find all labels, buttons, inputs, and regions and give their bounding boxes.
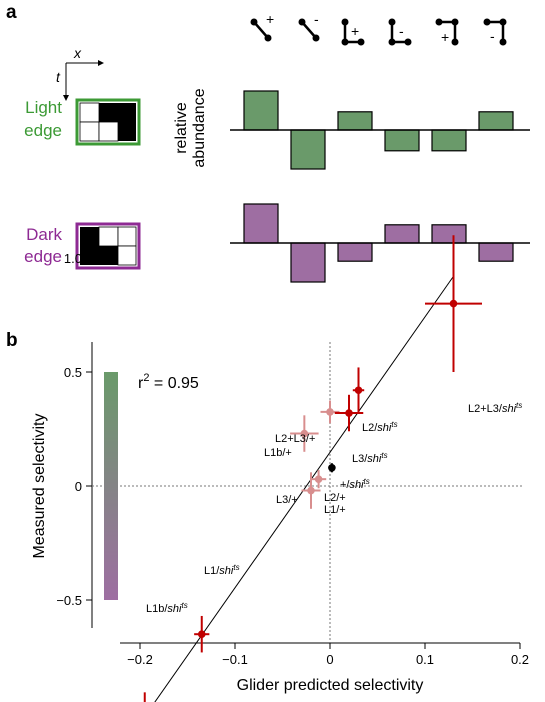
glider-sign-6: - [490, 28, 495, 44]
data-point-10 [425, 235, 482, 372]
xt-axes: x t [56, 45, 104, 101]
x-tick-label: −0.1 [222, 652, 248, 667]
relative-abundance-label: relative abundance [173, 88, 208, 167]
dark-edge-label-1: Dark [26, 225, 62, 244]
fit-line [154, 275, 454, 702]
data-points [143, 235, 482, 702]
x-tick-label: 0.2 [511, 652, 529, 667]
axis-t-label: t [56, 69, 61, 85]
label-l3-shi: L3/shits [352, 451, 388, 465]
label-l2l3-shi: L2+L3/shits [468, 401, 522, 415]
y-ticks: −1.0−0.500.51.0 [56, 251, 92, 608]
dark-bar-6 [478, 242, 514, 262]
point-marker [354, 386, 363, 395]
glider-icons: + - + - + - [250, 11, 507, 46]
glider-icon-4: - [388, 18, 412, 46]
x-axis-label: Glider predicted selectivity [237, 677, 424, 694]
point-marker [197, 630, 206, 638]
glider-sign-5: + [441, 29, 449, 45]
label-plus-shi: +/shits [340, 477, 370, 491]
glider-sign-4: - [399, 23, 404, 39]
regression-line [154, 275, 454, 702]
point-marker [449, 299, 458, 308]
x-tick-label: 0.1 [416, 652, 434, 667]
light-bar-6 [478, 111, 514, 131]
light-bar-1 [243, 90, 279, 131]
label-l1b-shi: L1b/shits [146, 601, 188, 615]
panel-a-letter: a [6, 2, 17, 23]
point-marker [326, 408, 334, 416]
x-tick-label: 0 [326, 652, 333, 667]
data-point-5 [311, 470, 327, 489]
point-marker [314, 475, 323, 483]
light-edge-label-2: edge [24, 121, 62, 140]
y-tick-label: 0.5 [64, 365, 82, 380]
data-point-6 [320, 400, 340, 424]
data-point-3 [290, 415, 319, 452]
light-bar-5 [431, 129, 467, 152]
axis-x-label: x [73, 45, 82, 61]
glider-icon-6: - [483, 18, 507, 46]
dark-edge-bars [243, 203, 514, 283]
glider-icon-2: - [298, 11, 320, 42]
x-ticks: −0.2 −0.1 0 0.1 0.2 [127, 643, 529, 667]
dark-edge-label-2: edge [24, 247, 62, 266]
label-l1-plus: L1/+ [324, 504, 346, 516]
dark-bar-5 [431, 224, 467, 244]
ylabel-abundance: abundance [191, 88, 208, 167]
point-labels: L2+L3/shits L2/shits L2+L3/+ L1b/+ L3/sh… [146, 401, 522, 615]
light-bar-2 [290, 129, 326, 170]
glider-sign-3: + [351, 23, 359, 39]
dark-bar-1 [243, 203, 279, 244]
point-marker [307, 486, 315, 495]
point-marker [300, 429, 309, 438]
data-point-2 [194, 615, 210, 653]
data-point-9 [352, 367, 365, 414]
glider-sign-2: - [314, 11, 319, 27]
label-l2-shi: L2/shits [362, 420, 398, 434]
light-edge-bars [243, 90, 514, 170]
dark-bar-4 [384, 224, 420, 244]
x-tick-label: −0.2 [127, 652, 153, 667]
label-l2l3-plus: L2+L3/+ [275, 433, 315, 445]
r2-annotation: r2 = 0.95 [138, 372, 199, 392]
light-edge-label-1: Light [25, 98, 62, 117]
glider-icon-1: + [250, 11, 274, 42]
y-tick-label: −0.5 [56, 593, 82, 608]
label-l1-shi: L1/shits [204, 563, 240, 577]
dark-bar-2 [290, 242, 326, 283]
dark-edge-stimulus [75, 222, 141, 270]
data-point-1 [143, 692, 146, 702]
glider-icon-5: + [435, 18, 459, 46]
glider-sign-1: + [266, 11, 274, 27]
dark-bar-3 [337, 242, 373, 262]
light-edge-stimulus [75, 98, 141, 146]
y-axis-label: Measured selectivity [31, 414, 48, 559]
glider-icon-3: + [341, 18, 365, 46]
panel-b-letter: b [6, 330, 18, 351]
y-tick-label: 0 [75, 479, 82, 494]
label-l3-plus: L3/+ [276, 494, 298, 506]
light-bar-4 [384, 129, 420, 152]
data-point-7 [328, 463, 336, 473]
point-marker [345, 409, 353, 417]
ylabel-relative: relative [173, 102, 190, 154]
light-bar-3 [337, 111, 373, 131]
colorbar [104, 372, 118, 600]
label-l1b-plus: L1b/+ [264, 447, 292, 459]
point-marker [328, 463, 336, 472]
y-tick-label: 1.0 [64, 251, 82, 266]
label-l2-plus: L2/+ [324, 492, 346, 504]
